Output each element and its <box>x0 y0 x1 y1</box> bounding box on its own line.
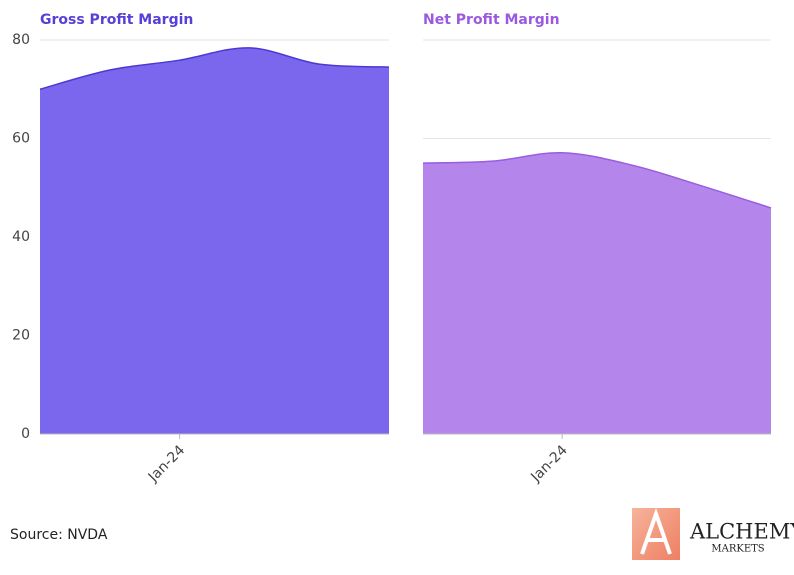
line <box>422 152 772 209</box>
panel-title: Net Profit Margin <box>423 12 560 28</box>
panel-title: Gross Profit Margin <box>40 12 193 28</box>
logo: ALCHEMY MARKETS <box>632 507 794 560</box>
source: Source: NVDA <box>10 527 108 543</box>
y-tick-label: 20 <box>12 328 30 344</box>
x-tick-label: Jan-24 <box>145 442 189 486</box>
y-tick-label: 60 <box>12 131 30 147</box>
y-tick-label: 40 <box>12 229 30 245</box>
logo-glyph <box>640 507 672 555</box>
logo-sub: MARKETS <box>711 544 764 555</box>
x-tick-label: Jan-24 <box>527 442 571 486</box>
line <box>39 47 390 90</box>
area <box>40 47 389 435</box>
y-tick-label: 0 <box>21 426 30 442</box>
area <box>423 152 771 434</box>
y-tick-label: 80 <box>12 32 30 48</box>
logo-name: ALCHEMY <box>689 520 794 544</box>
